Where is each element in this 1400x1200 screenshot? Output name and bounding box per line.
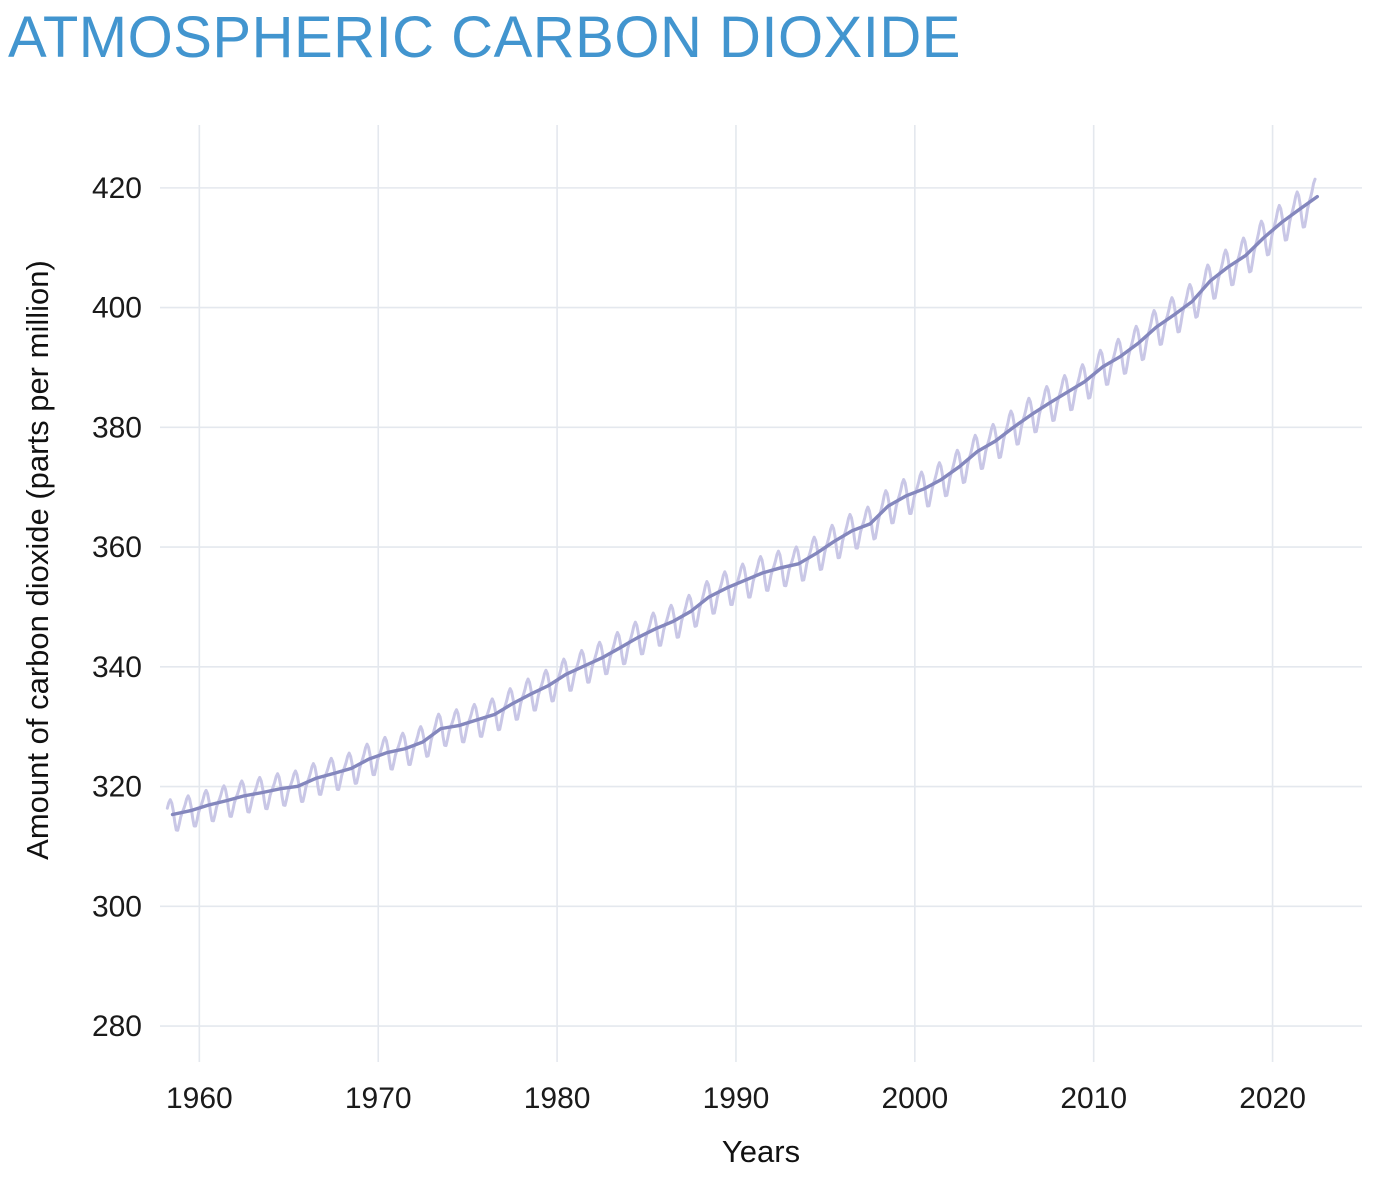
y-axis-title: Amount of carbon dioxide (parts per mill… — [20, 260, 55, 860]
seasonal-co2-line — [165, 177, 1317, 832]
chart-title: ATMOSPHERIC CARBON DIOXIDE — [8, 5, 961, 70]
y-tick-label: 300 — [92, 890, 142, 923]
x-tick-label: 1980 — [524, 1082, 591, 1115]
y-tick-label: 400 — [92, 292, 142, 325]
x-tick-label: 1990 — [703, 1082, 770, 1115]
x-tick-label: 2020 — [1239, 1082, 1306, 1115]
y-tick-label: 420 — [92, 172, 142, 205]
annual-trend-co2-line — [170, 194, 1319, 817]
y-tick-label: 280 — [92, 1010, 142, 1043]
x-axis-title: Years — [721, 1134, 801, 1169]
y-tick-label: 340 — [92, 651, 142, 684]
x-tick-label: 2000 — [881, 1082, 948, 1115]
y-tick-label: 380 — [92, 411, 142, 444]
x-tick-label: 2010 — [1060, 1082, 1127, 1115]
y-tick-label: 360 — [92, 531, 142, 564]
x-tick-label: 1970 — [345, 1082, 412, 1115]
x-tick-label: 1960 — [166, 1082, 233, 1115]
y-tick-label: 320 — [92, 771, 142, 804]
